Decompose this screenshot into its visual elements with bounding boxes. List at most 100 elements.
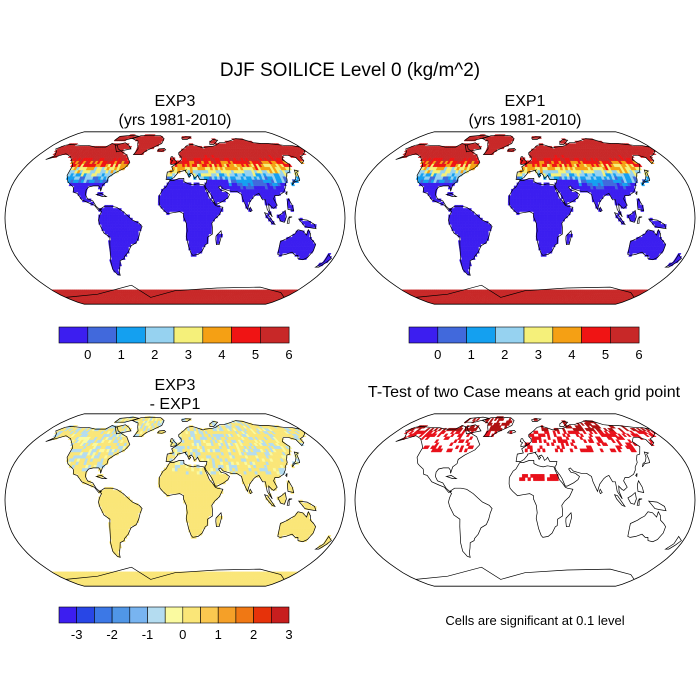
- grid-cell: [474, 233, 478, 238]
- grid-cell: [566, 192, 570, 196]
- grid-cell: [538, 214, 543, 219]
- grid-cell: [202, 233, 207, 238]
- grid-cell: [163, 204, 167, 209]
- grid-cell: [567, 208, 571, 212]
- grid-cell: [184, 166, 188, 171]
- grid-cell: [522, 172, 526, 177]
- grid-cell: [172, 185, 176, 190]
- grid-cell: [120, 217, 125, 222]
- grid-cell: [202, 230, 207, 235]
- grid-cell: [457, 204, 461, 209]
- grid-cell: [544, 208, 548, 212]
- grid-cell: [135, 227, 139, 232]
- grid-cell: [123, 214, 128, 219]
- grid-cell: [553, 211, 557, 216]
- grid-cell: [166, 172, 171, 177]
- grid-cell: [465, 227, 469, 232]
- grid-cell: [202, 224, 207, 228]
- grid-cell: [124, 233, 128, 238]
- panel-diff-title-line2: - EXP1: [149, 396, 201, 413]
- grid-cell: [160, 201, 165, 206]
- grid-cell: [519, 188, 523, 193]
- grid-cell: [561, 204, 565, 209]
- grid-cell: [183, 198, 187, 203]
- grid-cell: [205, 240, 209, 244]
- grid-cell: [208, 208, 213, 212]
- grid-cell: [544, 220, 548, 225]
- grid-cell: [521, 204, 526, 209]
- grid-cell: [205, 227, 210, 232]
- grid-cell: [558, 220, 563, 225]
- grid-cell: [132, 220, 136, 225]
- grid-cell: [654, 220, 659, 225]
- grid-cell: [552, 240, 556, 244]
- grid-cell: [186, 217, 190, 222]
- grid-cell: [462, 227, 467, 232]
- grid-cell: [485, 227, 489, 232]
- grid-cell: [532, 188, 537, 193]
- grid-cell: [197, 233, 201, 238]
- grid-cell: [527, 201, 531, 206]
- grid-cell: [516, 208, 520, 212]
- grid-cell: [200, 211, 204, 216]
- grid-cell: [172, 294, 176, 298]
- grid-cell: [177, 208, 181, 212]
- grid-cell: [468, 214, 472, 219]
- grid-cell: [166, 198, 170, 203]
- grid-cell: [519, 198, 523, 203]
- grid-cell: [188, 240, 192, 244]
- grid-cell: [519, 185, 523, 190]
- grid-cell: [476, 217, 480, 222]
- grid-cell: [132, 236, 137, 241]
- grid-cell: [103, 220, 108, 225]
- grid-cell: [507, 198, 512, 203]
- grid-cell: [135, 230, 139, 235]
- grid-cell: [519, 204, 523, 209]
- grid-cell: [122, 243, 126, 248]
- grid-cell: [123, 220, 128, 225]
- grid-cell: [552, 233, 557, 238]
- grid-cell: [558, 214, 563, 219]
- grid-cell: [194, 198, 198, 203]
- grid-cell: [191, 246, 195, 251]
- grid-cell: [191, 208, 196, 212]
- grid-cell: [171, 201, 176, 206]
- grid-cell: [121, 224, 125, 228]
- grid-cell: [433, 192, 437, 196]
- grid-cell: [477, 233, 481, 238]
- grid-cell: [544, 227, 548, 232]
- grid-cell: [456, 220, 461, 225]
- grid-cell: [529, 163, 533, 167]
- grid-cell: [194, 230, 198, 235]
- grid-cell: [632, 214, 636, 219]
- grid-cell: [132, 230, 136, 235]
- grid-cell: [126, 217, 130, 222]
- grid-cell: [470, 214, 475, 219]
- grid-cell: [527, 192, 531, 196]
- grid-cell: [205, 220, 210, 225]
- grid-cell: [129, 217, 133, 222]
- grid-cell: [536, 208, 540, 212]
- grid-cell: [520, 292, 524, 296]
- grid-cell: [196, 246, 200, 251]
- grid-cell: [544, 224, 548, 228]
- grid-cell: [544, 198, 548, 203]
- grid-cell: [536, 220, 540, 225]
- grid-cell: [208, 214, 213, 219]
- grid-cell: [101, 208, 105, 212]
- grid-cell: [482, 227, 486, 232]
- grid-cell: [191, 230, 195, 235]
- grid-cell: [482, 224, 486, 228]
- grid-cell: [533, 211, 537, 216]
- grid-cell: [558, 201, 562, 206]
- grid-cell: [191, 192, 195, 196]
- grid-cell: [547, 204, 551, 209]
- grid-cell: [170, 292, 174, 296]
- grid-cell: [127, 236, 131, 241]
- grid-cell: [558, 227, 562, 232]
- grid-cell: [566, 240, 570, 244]
- grid-cell: [200, 208, 204, 212]
- grid-cell: [200, 214, 204, 219]
- grid-cell: [124, 230, 128, 235]
- grid-cell: [457, 227, 461, 232]
